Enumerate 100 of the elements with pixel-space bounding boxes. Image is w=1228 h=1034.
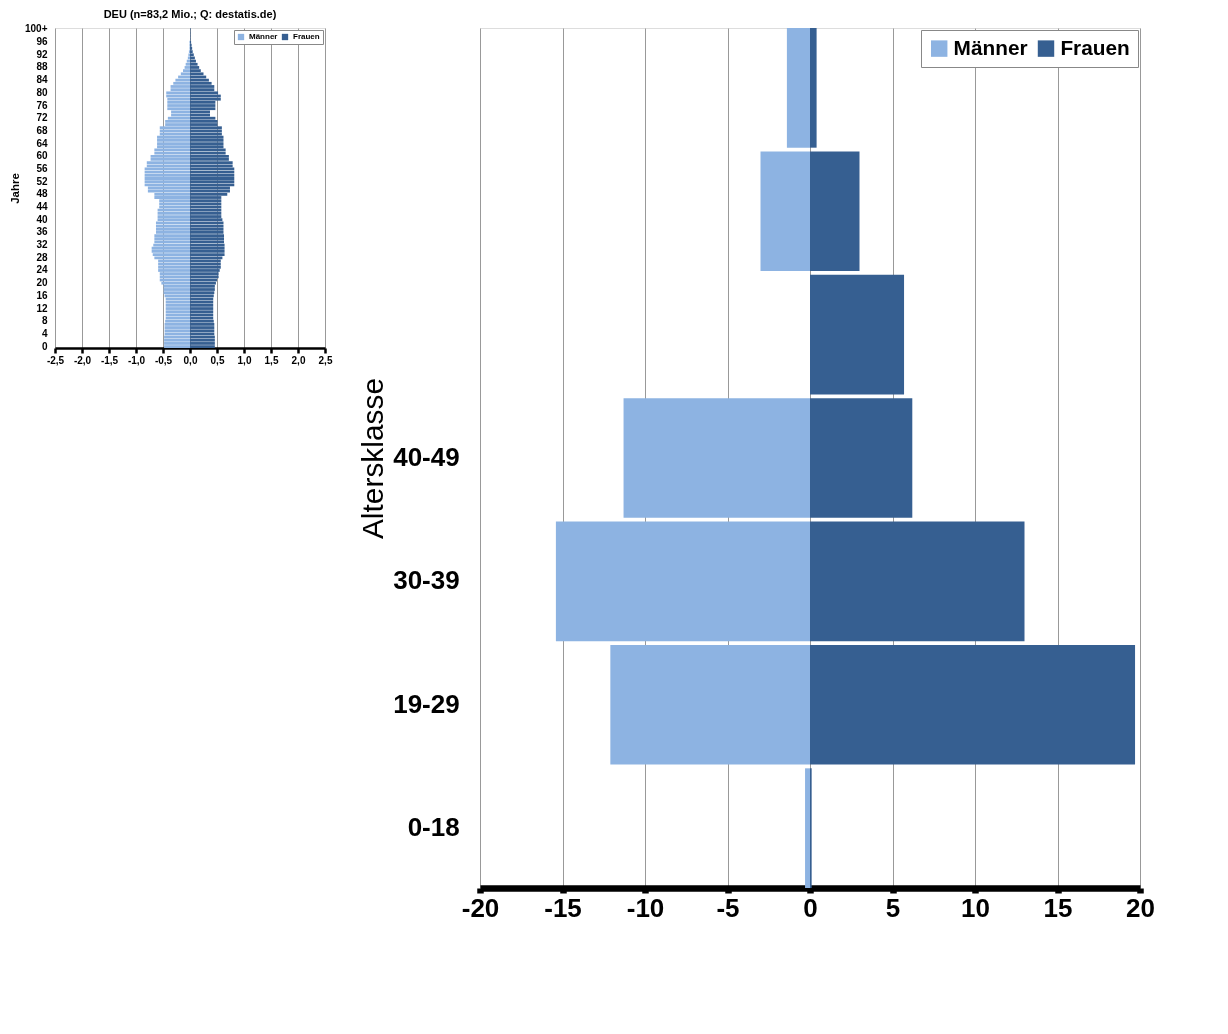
legend-label: Frauen [1060,35,1130,59]
bar [190,326,215,329]
x-tick-label: -10 [626,892,665,923]
y-tick-label: 96 [36,36,48,48]
bar [190,272,219,276]
y-tick-label: 24 [36,264,48,276]
bar [164,326,190,329]
y-tick-label: 0-18 [407,812,460,843]
bar [810,28,817,148]
bar [190,199,222,203]
x-tick-label: 2,0 [291,354,306,366]
bar [170,88,190,92]
bar [760,151,810,272]
bar [190,180,235,184]
bar [190,81,212,85]
legend-label: Männer [249,32,278,41]
bar [190,307,214,310]
bar [190,265,221,269]
y-tick-label: 28 [36,251,48,263]
bar [163,288,190,291]
x-tick-label: 1,0 [237,354,252,366]
bar [158,269,190,272]
y-tick-label: 40 [36,213,48,225]
bar [150,154,190,158]
bar [190,215,222,218]
bar [190,116,216,120]
y-tick-label: 8 [41,315,48,327]
bar [164,342,190,345]
legend-label: Männer [953,35,1028,59]
y-tick-label: 80 [36,86,48,98]
y-tick-label: 4 [41,327,48,339]
x-tick-label: -15 [544,892,582,923]
x-tick-label: 2,5 [318,354,333,366]
bar [190,291,215,295]
bar [805,768,810,888]
x-tick-label: 10 [961,892,990,923]
y-tick-label: 40-49 [393,442,460,472]
bar [165,119,190,123]
bar [190,88,215,92]
bar [190,250,225,253]
bar [190,69,201,73]
bar [190,303,214,307]
bar [190,345,215,348]
y-tick-label: 92 [36,48,48,60]
bar [190,104,216,107]
x-tick-label: 0,5 [210,354,225,366]
bar [190,154,229,158]
y-tick-label: 60 [36,150,48,162]
x-tick-label: 0 [803,892,818,923]
bar [158,265,190,269]
y-axis-title: Altersklasse [356,377,390,540]
bar [190,269,220,272]
x-tick-label: -2,5 [46,354,65,366]
y-axis-title: Jahre [8,173,21,204]
bar [810,274,905,395]
bar [786,28,810,148]
y-tick-label: 68 [36,124,48,136]
bar [190,288,215,291]
bar [167,100,190,104]
bar [144,173,190,177]
y-tick-label: 19-29 [393,688,460,719]
bar [190,173,235,177]
bar [165,310,190,314]
bar [190,192,228,196]
y-tick-label: 88 [36,61,48,73]
y-tick-label: 44 [36,201,48,213]
bar [167,104,190,107]
legend-label: Frauen [293,32,320,41]
bar [190,211,222,215]
bar [163,291,190,295]
x-tick-label: -0,5 [154,354,173,366]
bar [190,284,215,288]
bar [190,123,218,126]
chart-title: DEU (n=83,2 Mio.; Q: destatis.de) [103,7,277,20]
bar [190,218,223,222]
y-tick-label: 64 [36,137,48,149]
x-tick-label: 5 [885,892,901,923]
bar [159,272,190,276]
bar [146,161,190,165]
y-tick-label: 16 [36,289,48,301]
bar [190,161,233,165]
y-tick-label: 56 [36,162,48,174]
y-tick-label: 36 [36,226,48,238]
y-tick-label: 52 [36,175,48,187]
bar [182,69,190,73]
bar [173,81,190,85]
bar [154,256,190,260]
y-tick-label: 20 [36,277,48,289]
bar [144,180,190,184]
bar [190,310,214,314]
bar [170,85,190,88]
bar [167,107,190,111]
bar [190,139,224,142]
bar [190,342,215,345]
bar [190,119,218,123]
y-tick-label: 72 [36,112,48,124]
bar [165,303,190,307]
x-tick-label: 20 [1126,892,1155,923]
bar [167,116,190,120]
bar [190,234,225,237]
